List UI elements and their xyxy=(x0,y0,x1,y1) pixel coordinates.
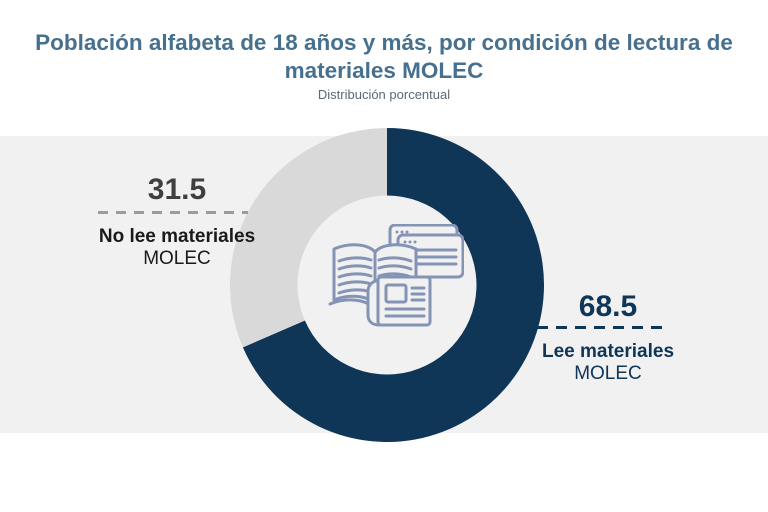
reading-materials-icon xyxy=(326,224,464,334)
donut-segment-no-lee-materiales xyxy=(230,128,387,348)
newspaper-icon xyxy=(368,277,430,325)
page-subtitle: Distribución porcentual xyxy=(317,87,451,102)
label-no-lee: No lee materiales MOLEC xyxy=(72,226,282,269)
leader-line-no-lee xyxy=(98,211,248,214)
page-title: Población alfabeta de 18 años y más, por… xyxy=(0,29,768,85)
page-title-line1: Población alfabeta de 18 años y más, por… xyxy=(35,30,733,55)
label-lee-line2: MOLEC xyxy=(574,362,642,384)
donut-chart xyxy=(230,128,544,442)
value-no-lee: 31.5 xyxy=(147,173,207,206)
label-no-lee-line2: MOLEC xyxy=(143,247,211,269)
label-lee: Lee materiales MOLEC xyxy=(508,341,708,384)
donut-segment-lee-materiales xyxy=(242,128,544,442)
value-lee: 68.5 xyxy=(578,290,638,323)
leader-line-lee xyxy=(537,326,668,329)
page-title-line2: materiales MOLEC xyxy=(284,58,484,83)
label-no-lee-line1: No lee materiales xyxy=(98,226,256,247)
label-lee-line1: Lee materiales xyxy=(541,341,675,362)
